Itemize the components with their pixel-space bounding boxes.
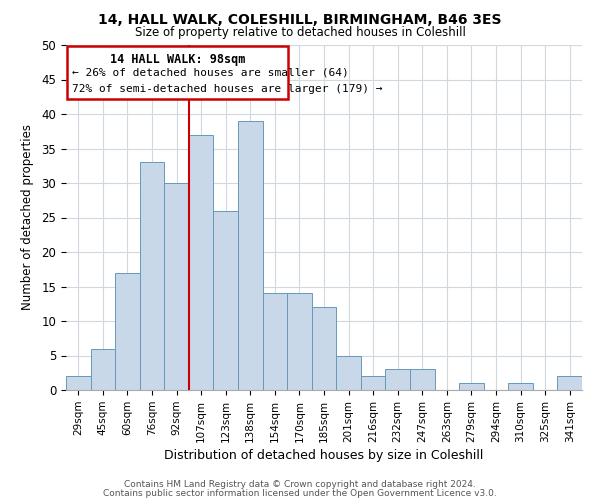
Text: Size of property relative to detached houses in Coleshill: Size of property relative to detached ho… — [134, 26, 466, 39]
X-axis label: Distribution of detached houses by size in Coleshill: Distribution of detached houses by size … — [164, 449, 484, 462]
Text: 14 HALL WALK: 98sqm: 14 HALL WALK: 98sqm — [110, 54, 245, 66]
Bar — [140, 162, 164, 390]
Bar — [238, 121, 263, 390]
Bar — [189, 134, 214, 390]
Bar — [361, 376, 385, 390]
Bar — [336, 356, 361, 390]
Bar — [263, 294, 287, 390]
Bar — [508, 383, 533, 390]
Bar — [115, 272, 140, 390]
Bar — [287, 294, 312, 390]
Bar — [214, 210, 238, 390]
FancyBboxPatch shape — [67, 46, 289, 99]
Bar — [164, 183, 189, 390]
Bar — [410, 370, 434, 390]
Text: Contains HM Land Registry data © Crown copyright and database right 2024.: Contains HM Land Registry data © Crown c… — [124, 480, 476, 489]
Text: 72% of semi-detached houses are larger (179) →: 72% of semi-detached houses are larger (… — [72, 84, 383, 94]
Bar — [557, 376, 582, 390]
Y-axis label: Number of detached properties: Number of detached properties — [22, 124, 34, 310]
Bar — [91, 348, 115, 390]
Text: ← 26% of detached houses are smaller (64): ← 26% of detached houses are smaller (64… — [72, 68, 349, 78]
Text: Contains public sector information licensed under the Open Government Licence v3: Contains public sector information licen… — [103, 488, 497, 498]
Bar — [385, 370, 410, 390]
Bar — [312, 307, 336, 390]
Text: 14, HALL WALK, COLESHILL, BIRMINGHAM, B46 3ES: 14, HALL WALK, COLESHILL, BIRMINGHAM, B4… — [98, 12, 502, 26]
Bar — [66, 376, 91, 390]
Bar — [459, 383, 484, 390]
